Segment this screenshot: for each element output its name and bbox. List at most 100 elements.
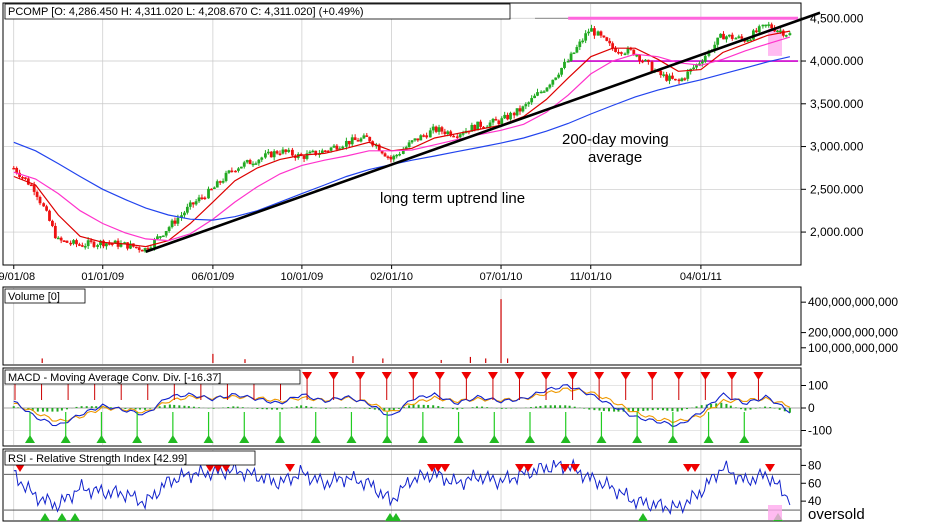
price-candle-body xyxy=(110,243,114,245)
macd-sell-marker xyxy=(753,372,764,380)
rsi-overbought-marker xyxy=(221,464,231,472)
price-candle-body xyxy=(212,187,216,189)
price-candle-body xyxy=(646,59,650,62)
macd-buy-marker xyxy=(382,435,393,443)
price-candle-body xyxy=(458,134,462,138)
volume-panel-frame xyxy=(2,286,802,366)
price-candle-body xyxy=(45,206,48,211)
price-candle-body xyxy=(611,43,615,49)
price-candle-body xyxy=(161,235,165,238)
price-candle-body xyxy=(695,64,698,68)
price-candle-body xyxy=(700,61,704,64)
macd-sell-marker xyxy=(594,372,605,380)
macd-sell-marker xyxy=(381,372,392,380)
price-candle-body xyxy=(56,237,60,240)
price-candle-body xyxy=(344,140,348,147)
uptrend-line-segment xyxy=(145,11,821,253)
price-candle-body xyxy=(470,124,474,132)
price-candle-body xyxy=(518,108,522,112)
price-candle-body xyxy=(320,150,324,154)
macd-buy-marker xyxy=(525,435,535,443)
price-candle-body xyxy=(347,140,351,145)
price-candle-body xyxy=(287,149,291,152)
price-candle-body xyxy=(452,135,456,138)
macd-panel: 100 0 -100 MACD - Moving Average Conv. Div… xyxy=(2,367,832,447)
price-candle-body xyxy=(96,245,100,247)
macd-sell-marker xyxy=(567,372,578,380)
rsi-series-line xyxy=(13,458,791,516)
price-candle-body xyxy=(245,160,249,163)
macd-buy-marker xyxy=(310,435,321,443)
annotation-200-day-line2: average xyxy=(588,149,642,166)
price-candle-body xyxy=(608,40,612,44)
price-candle-body xyxy=(488,122,492,127)
price-candle-body xyxy=(500,118,504,125)
price-candle-body xyxy=(557,74,561,78)
price-candle-body xyxy=(80,245,84,247)
price-candle-body xyxy=(218,181,222,183)
macd-sell-marker xyxy=(647,372,658,380)
price-candle-body xyxy=(237,168,240,171)
price-candle-body xyxy=(680,78,684,82)
macd-buy-marker xyxy=(96,435,107,443)
price-candle-body xyxy=(149,247,153,250)
price-x-tick-label: 04/01/11 xyxy=(680,271,722,283)
price-candle-body xyxy=(673,78,677,81)
price-candle-body xyxy=(134,246,138,249)
price-candle-body xyxy=(99,240,102,246)
rsi-y-tick-label: 80 xyxy=(808,458,822,472)
price-candle-body xyxy=(509,112,512,120)
price-candle-body xyxy=(506,114,509,120)
price-candle-body xyxy=(683,78,687,80)
price-x-tick-label: 01/01/09 xyxy=(81,271,124,283)
price-candle-body xyxy=(180,215,183,218)
rsi-overbought-marker xyxy=(285,464,295,472)
rsi-overbought-marker xyxy=(515,464,525,472)
price-candle-body xyxy=(266,151,270,154)
price-candle-body xyxy=(12,167,16,170)
price-candle-body xyxy=(629,48,633,50)
price-candle-body xyxy=(254,163,258,165)
price-candle-body xyxy=(78,244,81,246)
price-candle-body xyxy=(566,61,570,63)
macd-buy-marker xyxy=(132,435,143,443)
price-candle-body xyxy=(425,135,429,138)
macd-sell-marker xyxy=(355,372,366,380)
price-candle-body xyxy=(581,40,585,43)
price-y-tick-label: 4,500.000 xyxy=(810,11,864,25)
price-candle-body xyxy=(749,39,752,42)
price-candle-body xyxy=(398,153,402,156)
price-candle-body xyxy=(284,149,288,152)
price-candle-body xyxy=(215,181,219,188)
price-candle-body xyxy=(338,148,342,150)
macd-series-macd xyxy=(13,384,791,428)
price-candle-body xyxy=(491,118,495,123)
price-candle-body xyxy=(632,49,636,56)
price-candle-body xyxy=(494,118,498,121)
macd-buy-marker xyxy=(203,435,214,443)
price-candle-body xyxy=(107,243,111,245)
price-candle-body xyxy=(659,70,663,76)
price-candle-body xyxy=(692,67,696,70)
rsi-oversold-marker xyxy=(40,513,50,521)
price-candle-body xyxy=(533,95,536,99)
price-candle-body xyxy=(602,35,606,38)
price-candle-body xyxy=(599,31,603,36)
price-candle-body xyxy=(605,37,609,41)
macd-buy-marker xyxy=(417,435,428,443)
price-candle-body xyxy=(15,167,19,173)
price-candle-body xyxy=(248,160,252,165)
price-candle-body xyxy=(395,154,399,157)
price-candle-body xyxy=(551,79,555,85)
price-candle-body xyxy=(536,92,539,96)
macd-buy-marker xyxy=(739,435,750,443)
price-candle-body xyxy=(443,131,447,135)
price-candle-body xyxy=(197,197,201,202)
macd-sell-marker xyxy=(514,372,525,380)
price-candle-body xyxy=(545,87,549,92)
price-candle-body xyxy=(167,227,171,232)
price-candle-body xyxy=(479,121,483,127)
macd-sell-marker xyxy=(700,372,711,380)
rsi-signal-markers xyxy=(15,464,783,521)
